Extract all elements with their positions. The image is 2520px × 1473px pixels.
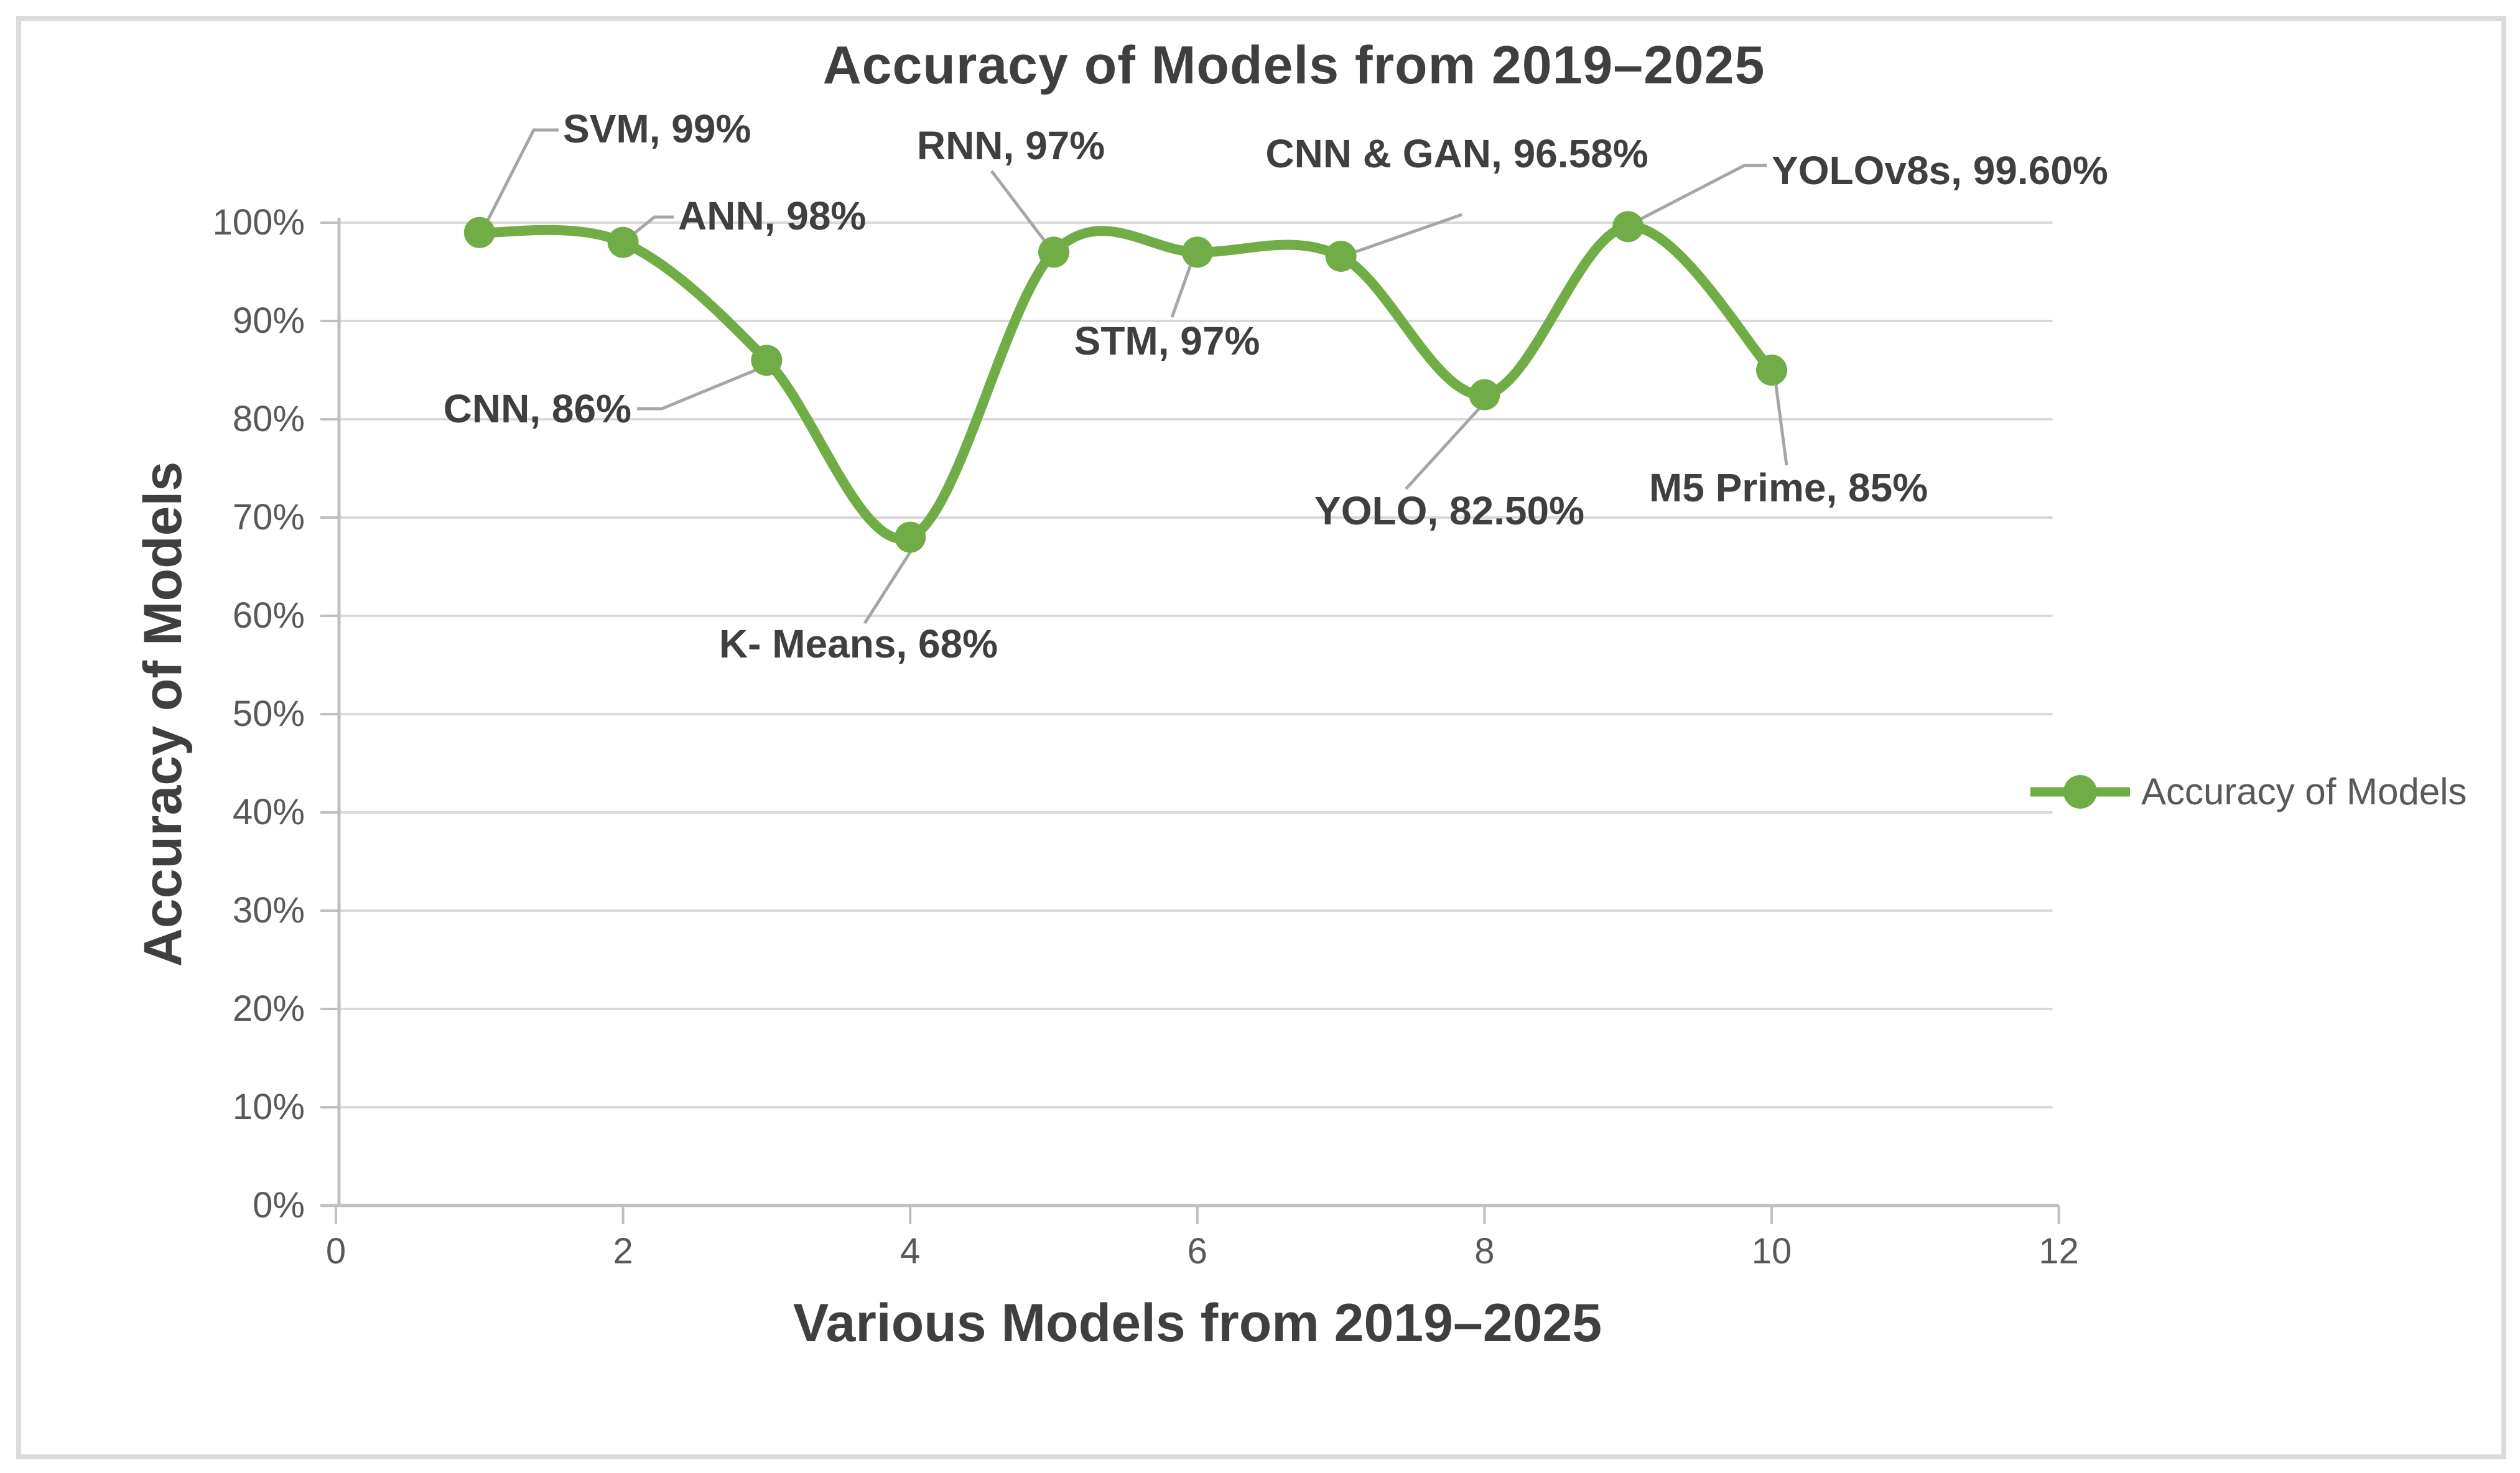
data-point-label: YOLOv8s, 99.60% xyxy=(1772,148,2108,193)
data-point-marker xyxy=(1756,355,1787,386)
data-point-marker xyxy=(1325,241,1357,272)
y-tick-label: 30% xyxy=(232,890,305,931)
y-tick-label: 100% xyxy=(212,202,305,243)
leader-line xyxy=(480,128,559,233)
y-tick-label: 50% xyxy=(232,694,305,734)
data-point-label: CNN & GAN, 96.58% xyxy=(1265,131,1648,176)
leader-line xyxy=(1349,213,1462,256)
data-point-marker xyxy=(1181,236,1213,268)
data-point-label: YOLO, 82.50% xyxy=(1314,488,1584,533)
data-point-marker xyxy=(1469,379,1500,411)
data-point-marker xyxy=(751,345,783,376)
y-tick-label: 40% xyxy=(232,792,305,832)
leader-line xyxy=(1405,403,1484,490)
leader-line xyxy=(863,546,915,625)
x-tick-label: 8 xyxy=(1474,1231,1495,1271)
x-tick-label: 4 xyxy=(900,1231,921,1271)
leader-line xyxy=(625,215,674,241)
leader-line xyxy=(1635,164,1767,223)
y-tick-label: 10% xyxy=(232,1087,305,1127)
data-point-marker xyxy=(1612,211,1644,243)
chart-title: Accuracy of Models from 2019–2025 xyxy=(822,35,1765,95)
data-point-label: ANN, 98% xyxy=(678,193,867,238)
y-tick-label: 0% xyxy=(253,1185,305,1225)
y-tick-label: 70% xyxy=(232,497,305,537)
y-tick-label: 80% xyxy=(232,399,305,439)
legend: Accuracy of Models xyxy=(2029,770,2467,813)
chart-outer-border xyxy=(16,16,2506,1459)
x-tick-label: 0 xyxy=(325,1231,346,1271)
data-point-label: CNN, 86% xyxy=(443,386,631,431)
y-tick-label: 90% xyxy=(232,300,305,341)
leader-line xyxy=(1170,261,1194,318)
data-point-label: M5 Prime, 85% xyxy=(1648,465,1928,510)
y-tick-label: 60% xyxy=(232,595,305,636)
leader-line xyxy=(1774,380,1788,466)
data-point-marker xyxy=(1038,236,1069,268)
series-line xyxy=(474,221,1777,544)
legend-line-marker-icon xyxy=(2030,774,2130,809)
x-axis-title: Various Models from 2019–2025 xyxy=(793,1293,1602,1353)
y-tick-label: 20% xyxy=(232,988,305,1029)
x-tick-label: 2 xyxy=(613,1231,633,1271)
data-point-label: SVM, 99% xyxy=(563,106,751,151)
data-point-label: RNN, 97% xyxy=(916,123,1105,168)
x-tick-label: 6 xyxy=(1187,1231,1207,1271)
leader-line xyxy=(637,366,761,411)
x-tick-label: 10 xyxy=(1751,1231,1792,1271)
x-tick-label: 12 xyxy=(2039,1231,2079,1271)
data-point-label: STM, 97% xyxy=(1074,318,1260,363)
data-point-label: K- Means, 68% xyxy=(718,621,998,666)
data-point-marker xyxy=(463,216,495,248)
data-point-marker xyxy=(607,226,639,258)
legend-entry-label: Accuracy of Models xyxy=(2141,771,2467,812)
data-point-marker xyxy=(895,521,926,553)
leader-line xyxy=(990,170,1050,248)
